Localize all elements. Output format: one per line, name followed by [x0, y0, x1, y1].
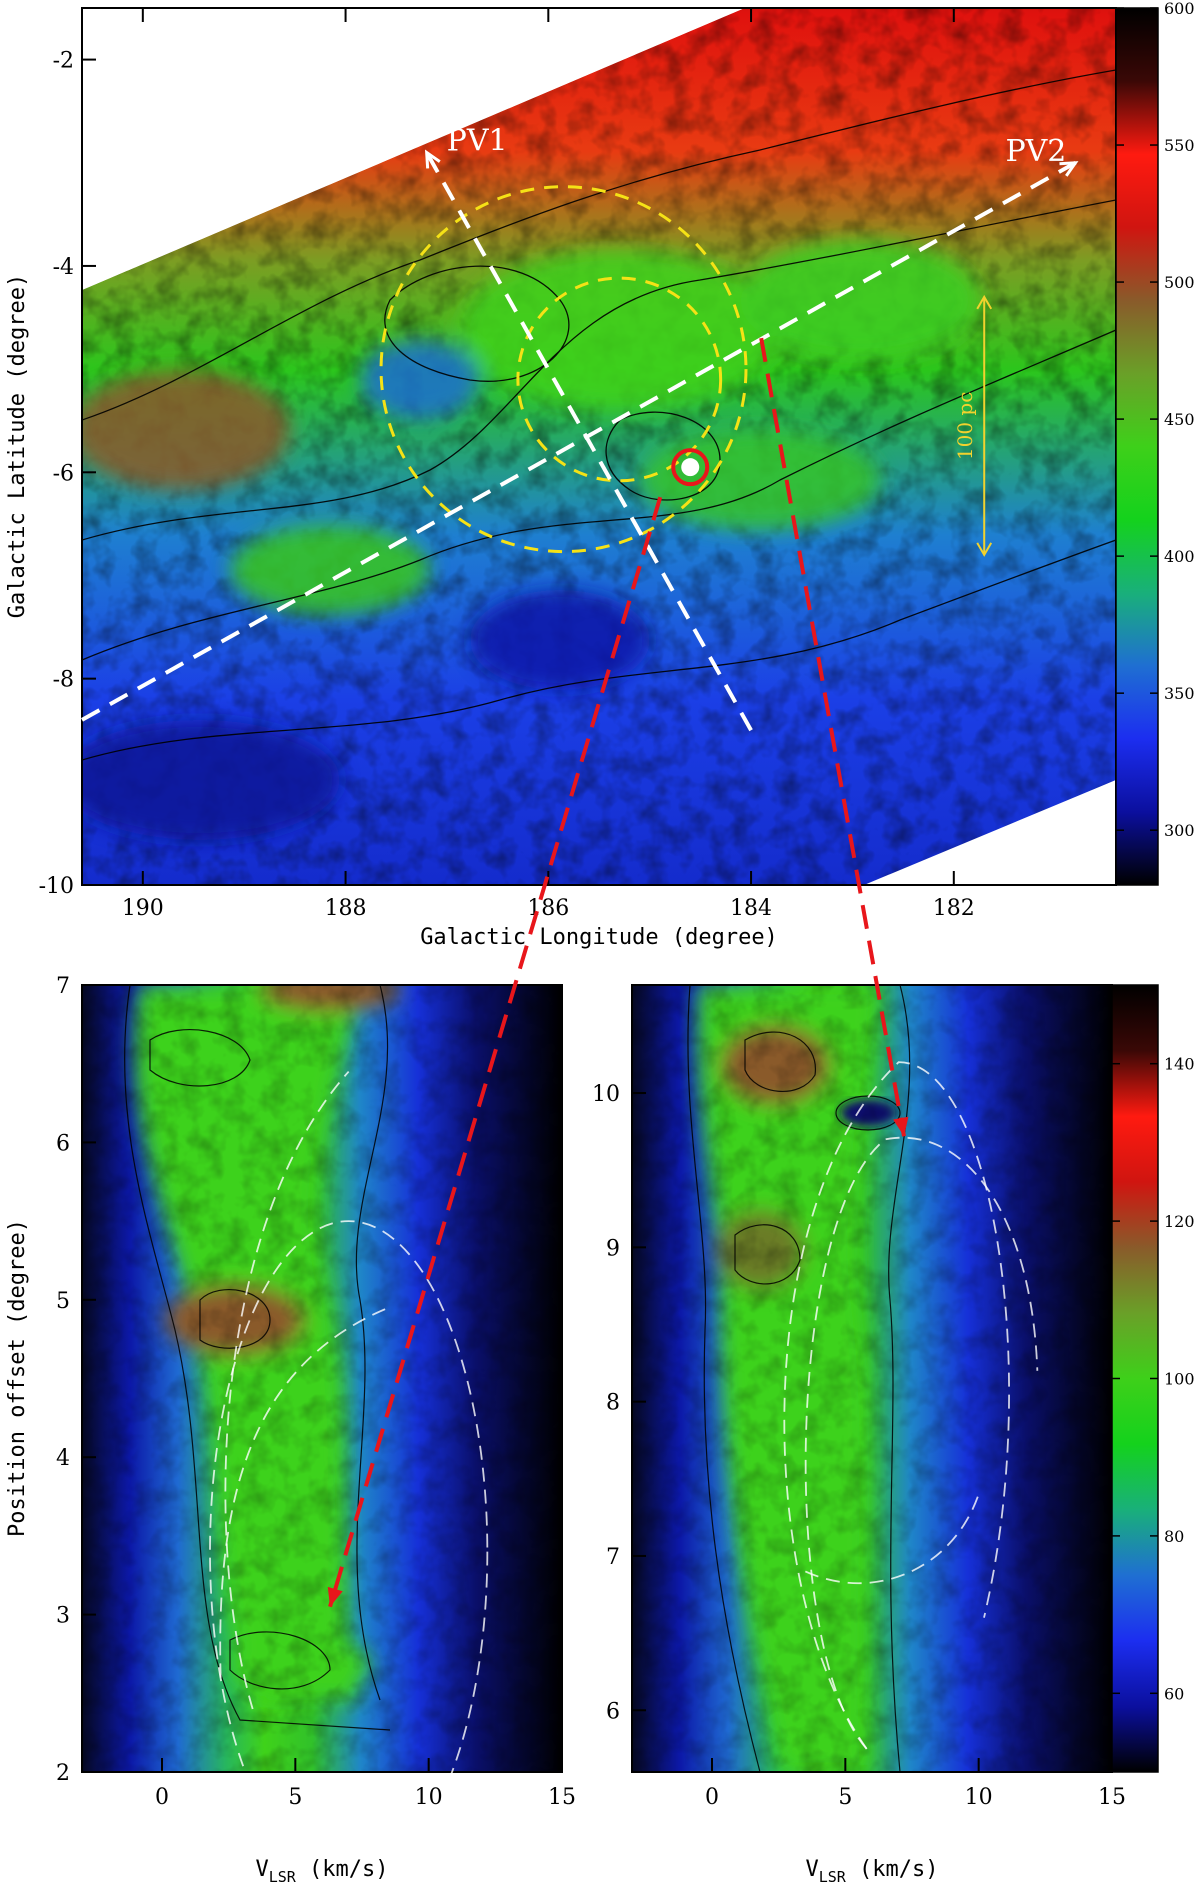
- map-colorbar-tick-label: 300: [1164, 821, 1195, 840]
- scale-bar-arrow-bottom: [976, 542, 993, 557]
- map-x-tick-label: 184: [730, 896, 772, 921]
- map-x-tick-label: 190: [122, 896, 164, 921]
- map-title: Arecibo GALFA: [109, 34, 359, 72]
- pv2-x-tick-label: 5: [838, 1785, 852, 1810]
- pv-colorbar: 60 80 100 120 140: [1111, 984, 1195, 1773]
- pv-colorbar-tick-label: 100: [1164, 1370, 1195, 1389]
- connector-arrowhead: [893, 1116, 909, 1137]
- pv2-x-tick-label: 10: [965, 1785, 993, 1810]
- map-colorbar-tick-label: 450: [1164, 410, 1195, 429]
- pv1-xlabel-sub: LSR: [269, 1868, 297, 1886]
- contour-lines: [82, 69, 1116, 761]
- connector-line: [328, 496, 663, 1608]
- map-colorbar-tick-label: 550: [1164, 136, 1195, 155]
- pv1-contours: [124, 985, 391, 1731]
- map-y-tick-label: -4: [53, 255, 74, 280]
- pv2-y-tick-label: 7: [606, 1545, 620, 1570]
- pv2-x-tick-label: 0: [705, 1785, 719, 1810]
- pv1-y-tick-label: 5: [56, 1289, 70, 1314]
- pv1-shell-arc: [219, 1306, 390, 1678]
- pv2-shell-arc: [804, 1493, 980, 1585]
- pv1-y-tick-label: 3: [56, 1604, 70, 1629]
- pv1-y-tick-label: 7: [56, 974, 70, 999]
- pv-colorbar-tick-label: 60: [1164, 1684, 1184, 1703]
- pv1-x-tick-label: 5: [288, 1785, 302, 1810]
- map-y-tick-label: -8: [53, 668, 74, 693]
- pv2-xlabel-main: V: [805, 1857, 818, 1882]
- pv2-image: [632, 985, 1112, 1772]
- pv-cut-arrowhead: [424, 149, 441, 169]
- pv2-y-tick-label: 8: [606, 1391, 620, 1416]
- pv2-shell-arc: [804, 1136, 1039, 1750]
- source-marker-ring: [671, 448, 710, 487]
- pv1-shell-ellipse: [209, 1220, 489, 1884]
- pv1-y-tick-label: 4: [56, 1446, 70, 1471]
- pv1-x-tick-label: 10: [415, 1785, 443, 1810]
- pv1-overlays: [209, 1070, 489, 1884]
- pv2-axes: 0 5 10 15 6 7 8 9 10: [592, 1082, 1126, 1810]
- pv-cut-label: PV1: [447, 123, 508, 158]
- pv1-xlabel-main: V: [255, 1857, 268, 1882]
- pv1-xlabel: VLSR (km/s): [255, 1857, 388, 1886]
- pv2-y-tick-label: 6: [606, 1699, 620, 1724]
- pv2-xlabel: VLSR (km/s): [805, 1857, 938, 1886]
- map-colorbar-tick-label: 400: [1164, 547, 1195, 566]
- pv-cut-line: [424, 151, 753, 732]
- pv1-ylabel: Position offset (degree): [5, 1219, 30, 1537]
- sky-map-image: [82, 8, 1116, 885]
- pv-colorbar-tick-label: 140: [1164, 1055, 1195, 1074]
- map-y-tick-label: -2: [53, 49, 74, 74]
- pv-cut-arrowhead: [1059, 161, 1079, 177]
- map-colorbar-tick-label: 600: [1164, 0, 1195, 18]
- pv2-y-tick-label: 9: [606, 1236, 620, 1261]
- pv2-x-tick-label: 15: [1098, 1785, 1126, 1810]
- sky-map-overlays: PV1 PV2 100 pc: [81, 123, 1079, 732]
- pv2-panel: 0 5 10 15 6 7 8 9 10 VLSR (km/s) 60 80 100 120 140: [592, 984, 1195, 1886]
- pv1-y-tick-label: 6: [56, 1131, 70, 1156]
- pv2-xlabel-unit: (km/s): [846, 1857, 939, 1882]
- pv1-panel: 0 5 10 15 2 3 4 5 6 7 VLSR (km/s) Position offset…: [5, 974, 576, 1886]
- scale-bar-arrow-top: [976, 294, 993, 310]
- connector-arrows: [327, 337, 909, 1608]
- sky-map-axes: 190 188 186 184 182-2-4-6-8-10: [39, 8, 975, 921]
- pv1-x-tick-label: 0: [155, 1785, 169, 1810]
- source-marker-core: [681, 458, 700, 477]
- pv1-image: [82, 985, 562, 1772]
- map-y-tick-label: -6: [53, 461, 74, 486]
- pv-cut-label: PV2: [1005, 134, 1066, 169]
- pv-colorbar-tick-label: 120: [1164, 1212, 1195, 1231]
- pv1-frame: [81, 984, 563, 1773]
- pv1-y-tick-label: 2: [56, 1761, 70, 1786]
- pv1-axes: 0 5 10 15 2 3 4 5 6 7: [56, 974, 576, 1810]
- pv2-xlabel-sub: LSR: [819, 1868, 847, 1886]
- pv2-y-tick-label: 10: [592, 1082, 620, 1107]
- map-colorbar-tick-label: 350: [1164, 684, 1195, 703]
- pv1-xlabel-unit: (km/s): [296, 1857, 389, 1882]
- map-x-tick-label: 182: [933, 896, 975, 921]
- map-colorbar: 300 350 400 450 500 550 600: [1115, 0, 1195, 886]
- map-colorbar-gradient: [1115, 7, 1159, 886]
- pv2-contours: [687, 985, 911, 1772]
- map-colorbar-tick-label: 500: [1164, 273, 1195, 292]
- map-ylabel: Galactic Latitude (degree): [5, 274, 30, 618]
- pv1-shell-arc: [224, 1070, 350, 1710]
- connector-line: [759, 337, 906, 1137]
- pv-colorbar-tick-label: 80: [1164, 1527, 1184, 1546]
- scale-bar-label: 100 pc: [953, 392, 977, 461]
- pv1-x-tick-label: 15: [548, 1785, 576, 1810]
- map-velocity-range: [5, 10]: [110, 74, 216, 112]
- map-y-tick-label: -10: [39, 874, 74, 899]
- map-x-tick-label: 188: [325, 896, 367, 921]
- shell-circle: [516, 276, 723, 483]
- map-xlabel: Galactic Longitude (degree): [420, 925, 778, 950]
- connector-arrowhead: [327, 1586, 343, 1607]
